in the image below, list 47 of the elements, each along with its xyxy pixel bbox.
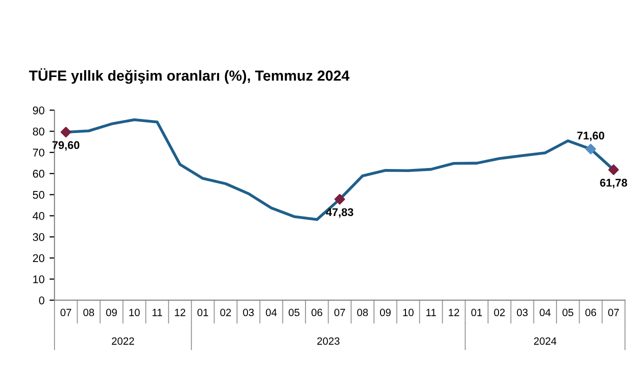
data-label: 61,78 xyxy=(600,178,628,188)
x-tick-label: 11 xyxy=(152,308,162,316)
y-tick-label: 10 xyxy=(33,275,44,284)
data-label: 71,60 xyxy=(577,132,604,142)
chart-title: TÜFE yıllık değişim oranları (%), Temmuz 2024 xyxy=(29,68,350,84)
x-tick-label: 06 xyxy=(312,308,322,316)
y-tick-label: 80 xyxy=(32,128,44,136)
x-tick-label: 10 xyxy=(403,308,414,316)
data-label: 79,60 xyxy=(52,141,80,151)
x-tick-label: 08 xyxy=(83,308,94,316)
x-tick-label: 03 xyxy=(516,308,528,316)
x-tick-label: 12 xyxy=(448,308,460,316)
x-tick-label: 02 xyxy=(220,308,231,316)
x-tick-label: 08 xyxy=(357,308,368,316)
x-tick-label: 03 xyxy=(243,308,254,316)
x-tick-label: 11 xyxy=(426,308,436,316)
point xyxy=(585,144,596,154)
text: 2022 xyxy=(112,337,134,345)
text: 2024 xyxy=(534,337,556,345)
text: 2023 xyxy=(317,337,340,345)
point xyxy=(608,164,619,176)
x-tick-label: 07 xyxy=(334,308,345,316)
y-tick-label: 30 xyxy=(32,233,44,241)
data-label: 47,83 xyxy=(326,208,354,218)
y-tick-label: 0 xyxy=(39,296,44,304)
x-tick-label: 01 xyxy=(197,308,208,316)
y-tick-label: 90 xyxy=(32,106,44,114)
x-tick-label: 09 xyxy=(106,308,117,316)
y-tick-label: 70 xyxy=(32,148,44,157)
y-tick-label: 50 xyxy=(32,190,44,199)
x-tick-label: 07 xyxy=(60,308,72,316)
x-tick-label: 05 xyxy=(562,308,574,316)
y-tick-label: 40 xyxy=(32,212,44,220)
point xyxy=(334,194,346,205)
point xyxy=(60,126,72,138)
x-tick-label: 07 xyxy=(608,308,619,316)
x-tick-label: 09 xyxy=(380,308,391,316)
y-tick-label: 60 xyxy=(32,170,44,178)
x-tick-label: 01 xyxy=(471,308,482,316)
x-tick-label: 04 xyxy=(540,308,551,316)
x-tick-label: 05 xyxy=(288,308,300,316)
x-tick-label: 02 xyxy=(494,308,505,316)
x-tick-label: 10 xyxy=(129,308,140,316)
x-tick-label: 12 xyxy=(174,308,186,316)
y-tick-label: 20 xyxy=(32,254,44,262)
x-tick-label: 06 xyxy=(585,308,596,316)
x-tick-label: 04 xyxy=(266,308,277,316)
